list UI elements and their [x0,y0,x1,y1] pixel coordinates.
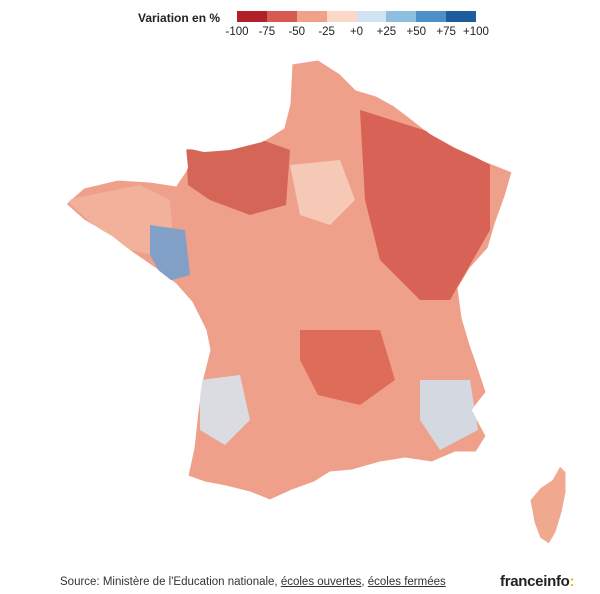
source-link-closed-schools[interactable]: écoles fermées [367,576,446,588]
legend-tick-label: +100 [463,26,489,38]
massif-central-area [300,330,395,405]
color-legend-ticks: -100 -75 -50 -25 +0 +25 +50 +75 +100 [221,26,492,40]
legend-swatch-6 [416,11,447,22]
ile-de-france-area [290,160,355,225]
legend-tick-label: +0 [349,26,364,38]
franceinfo-logo: franceinfo: [500,573,575,590]
brand-accent: : [569,573,575,590]
legend-tick-label: +25 [376,26,397,38]
legend-tick-label: -50 [288,26,306,38]
grand-est-area [360,110,490,300]
legend-title: Variation en % [138,11,221,25]
legend-swatch-1 [266,11,297,22]
corsica [529,465,567,545]
legend-tick-label: +50 [406,26,427,38]
loire-atlantique-area [150,225,190,282]
alps-light-area [420,380,478,450]
legend-swatch-5 [386,11,417,22]
legend-swatch-0 [237,11,267,22]
source-note: Source: Ministère de l'Education nationa… [60,576,446,588]
legend-tick-label: -75 [258,26,276,38]
brand-name: franceinfo [500,573,570,590]
legend-tick-label: -100 [225,26,249,38]
legend-tick-label: +75 [436,26,456,38]
legend-swatch-2 [296,11,327,22]
source-link-open-schools[interactable]: écoles ouvertes [280,576,362,588]
source-separator: , [361,576,368,588]
legend-swatch-4 [356,11,387,22]
brittany-west-area [66,185,175,260]
color-legend-bar [237,11,476,22]
southwest-light-area [200,375,250,445]
legend-swatch-7 [446,11,476,22]
legend-tick-label: -25 [318,26,335,38]
source-prefix: Source: Ministère de l'Education nationa… [60,576,281,588]
normandy-area [186,140,290,215]
legend-swatch-3 [326,11,357,22]
